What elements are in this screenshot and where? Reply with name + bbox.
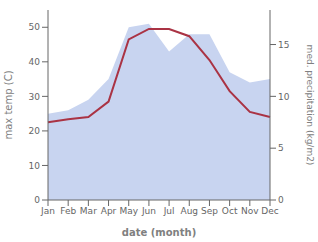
svg-text:Feb: Feb: [60, 206, 76, 216]
svg-text:0: 0: [278, 195, 284, 205]
svg-text:May: May: [119, 206, 138, 216]
svg-text:40: 40: [29, 57, 41, 67]
svg-text:0: 0: [34, 195, 40, 205]
svg-text:10: 10: [278, 92, 290, 102]
svg-text:30: 30: [29, 92, 41, 102]
svg-text:Sep: Sep: [201, 206, 218, 216]
svg-text:Aug: Aug: [180, 206, 198, 216]
svg-text:Mar: Mar: [80, 206, 97, 216]
svg-text:Nov: Nov: [241, 206, 259, 216]
svg-text:Oct: Oct: [222, 206, 238, 216]
svg-text:5: 5: [278, 143, 284, 153]
svg-text:15: 15: [278, 40, 289, 50]
svg-text:Jun: Jun: [141, 206, 156, 216]
svg-text:Dec: Dec: [261, 206, 278, 216]
svg-text:date (month): date (month): [122, 227, 196, 238]
svg-text:med. precipitation (kg/m2): med. precipitation (kg/m2): [305, 45, 310, 166]
svg-text:Jul: Jul: [163, 206, 175, 216]
svg-text:50: 50: [29, 22, 41, 32]
svg-text:10: 10: [29, 161, 41, 171]
svg-text:20: 20: [29, 126, 41, 136]
svg-text:Jan: Jan: [40, 206, 55, 216]
svg-text:max temp (C): max temp (C): [8, 70, 14, 139]
svg-text:Apr: Apr: [101, 206, 117, 216]
